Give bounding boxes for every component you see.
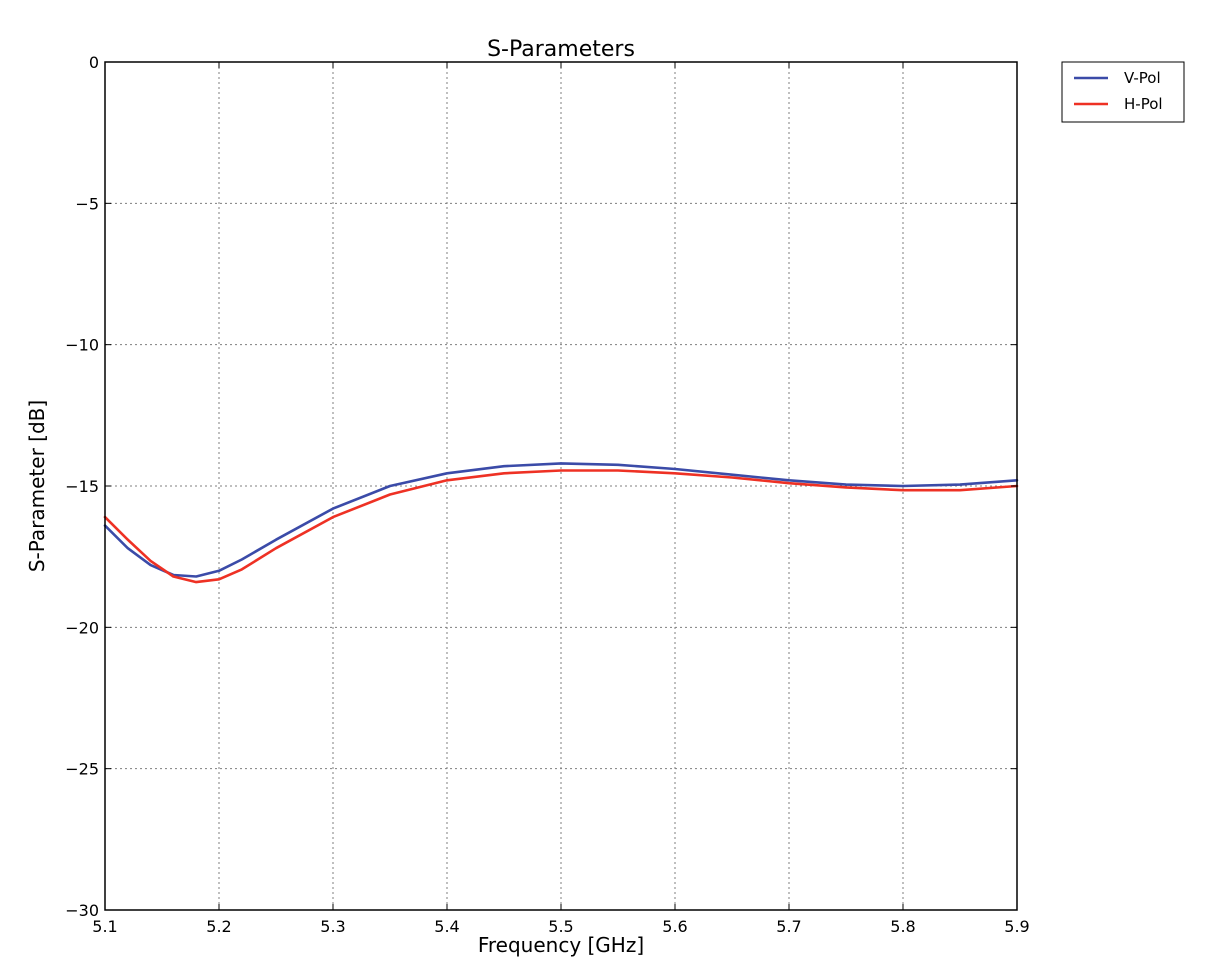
y-tick-label: −5: [75, 194, 99, 213]
x-tick-label: 5.3: [320, 917, 345, 936]
x-tick-label: 5.5: [548, 917, 573, 936]
y-axis-title: S-Parameter [dB]: [25, 400, 49, 572]
x-tick-label: 5.9: [1004, 917, 1029, 936]
x-tick-label: 5.7: [776, 917, 801, 936]
x-tick-label: 5.8: [890, 917, 915, 936]
legend-label-v-pol: V-Pol: [1124, 69, 1161, 87]
y-tick-label: −10: [65, 336, 99, 355]
y-tick-label: −25: [65, 760, 99, 779]
legend-box: [1061, 61, 1185, 123]
y-tick-label: 0: [89, 53, 99, 72]
y-tick-label: −20: [65, 618, 99, 637]
chart-title: S-Parameters: [487, 37, 635, 62]
x-tick-label: 5.2: [206, 917, 231, 936]
series-line-h-pol: [103, 469, 1019, 584]
legend: V-Pol H-Pol: [1061, 61, 1185, 123]
grid: [105, 62, 1017, 910]
y-tick-label: −30: [65, 901, 99, 920]
ticks: 5.1 5.2 5.3 5.4 5.5 5.6 5.7 5.8 5.9 0 −5 −10 −15 −20 −…: [65, 53, 1029, 936]
x-tick-label: 5.6: [662, 917, 687, 936]
series-lines: [103, 462, 1019, 584]
x-tick-label: 5.4: [434, 917, 459, 936]
x-tick-label: 5.1: [92, 917, 117, 936]
y-tick-label: −15: [65, 477, 99, 496]
x-axis-title: Frequency [GHz]: [478, 933, 644, 957]
series-line-v-pol: [103, 462, 1019, 578]
legend-label-h-pol: H-Pol: [1124, 95, 1163, 113]
